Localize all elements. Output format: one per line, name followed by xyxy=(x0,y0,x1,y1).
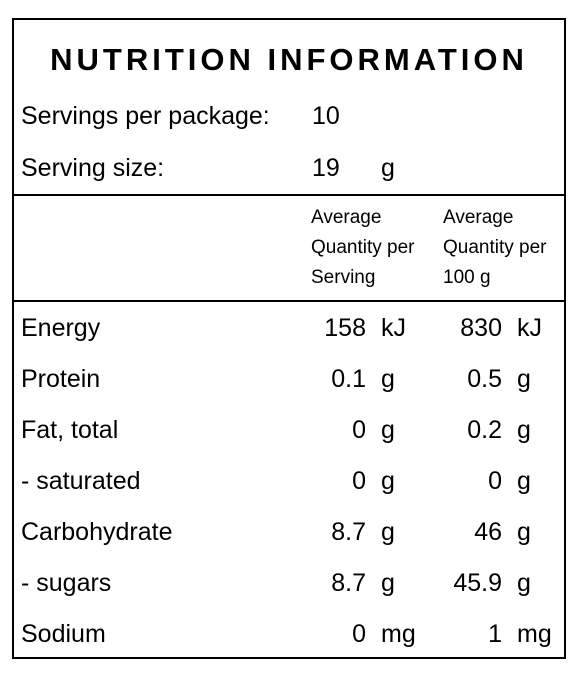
serving-unit: g xyxy=(381,365,395,393)
serving-unit: kJ xyxy=(381,314,406,342)
table-row: Energy 158 kJ 830 kJ xyxy=(14,314,564,354)
panel-title: NUTRITION INFORMATION xyxy=(50,42,528,77)
column-header-line: Quantity per xyxy=(443,237,547,258)
serving-value: 0.1 xyxy=(331,365,366,393)
nutrient-name: Sodium xyxy=(21,620,106,648)
nutrient-name: Carbohydrate xyxy=(21,518,173,546)
column-header-line: Average xyxy=(311,207,382,228)
per100-unit: mg xyxy=(517,620,552,648)
per100-value: 0.2 xyxy=(467,416,502,444)
serving-value: 0 xyxy=(352,416,366,444)
table-row: Carbohydrate 8.7 g 46 g xyxy=(14,518,564,558)
per100-unit: g xyxy=(517,416,531,444)
per100-unit: kJ xyxy=(517,314,542,342)
serving-value: 8.7 xyxy=(331,518,366,546)
column-header-per-serving: Average Quantity per Serving xyxy=(311,203,415,293)
table-row: - sugars 8.7 g 45.9 g xyxy=(14,569,564,609)
serving-value: 0 xyxy=(352,467,366,495)
serving-value: 158 xyxy=(324,314,366,342)
column-header-line: 100 g xyxy=(443,267,491,288)
nutrient-name: Fat, total xyxy=(21,416,119,444)
serving-unit: g xyxy=(381,569,395,597)
per100-value: 830 xyxy=(460,314,502,342)
column-header-per-100g: Average Quantity per 100 g xyxy=(443,203,547,293)
table-row: Sodium 0 mg 1 mg xyxy=(14,620,564,660)
column-header-line: Serving xyxy=(311,267,376,288)
per100-value: 45.9 xyxy=(453,569,502,597)
per100-unit: g xyxy=(517,365,531,393)
per100-value: 46 xyxy=(474,518,502,546)
servings-value: 10 xyxy=(312,102,340,130)
nutrient-name: - sugars xyxy=(21,569,112,597)
nutrient-name: Protein xyxy=(21,365,101,393)
serving-value: 0 xyxy=(352,620,366,648)
serving-value: 8.7 xyxy=(331,569,366,597)
divider xyxy=(14,194,564,196)
per100-value: 1 xyxy=(488,620,502,648)
per100-unit: g xyxy=(517,569,531,597)
serving-size-label: Serving size: xyxy=(21,154,165,182)
table-row: - saturated 0 g 0 g xyxy=(14,467,564,507)
servings-label: Servings per package: xyxy=(21,102,270,130)
per100-value: 0 xyxy=(488,467,502,495)
nutrient-name: Energy xyxy=(21,314,101,342)
serving-unit: mg xyxy=(381,620,416,648)
serving-size-unit: g xyxy=(381,154,395,182)
column-header-line: Average xyxy=(443,207,514,228)
nutrient-name: - saturated xyxy=(21,467,141,495)
per100-unit: g xyxy=(517,518,531,546)
nutrition-panel: NUTRITION INFORMATION Servings per packa… xyxy=(12,18,566,659)
serving-size-value: 19 xyxy=(312,154,340,182)
table-row: Fat, total 0 g 0.2 g xyxy=(14,416,564,456)
per100-unit: g xyxy=(517,467,531,495)
divider xyxy=(14,300,564,302)
per100-value: 0.5 xyxy=(467,365,502,393)
table-row: Protein 0.1 g 0.5 g xyxy=(14,365,564,405)
serving-unit: g xyxy=(381,518,395,546)
column-header-line: Quantity per xyxy=(311,237,415,258)
serving-unit: g xyxy=(381,467,395,495)
serving-unit: g xyxy=(381,416,395,444)
